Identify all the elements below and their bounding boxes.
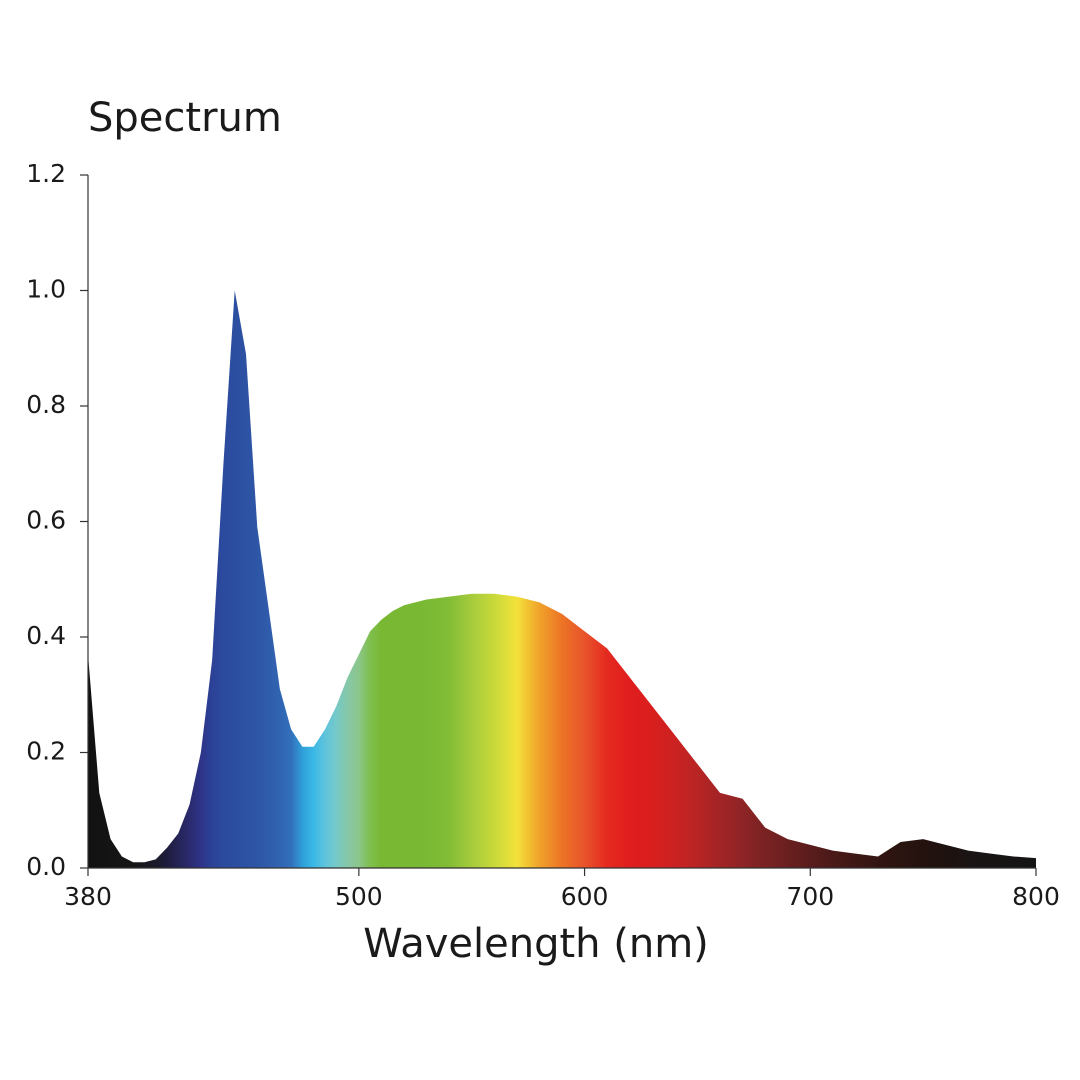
y-tick-label: 1.2 (26, 159, 66, 188)
x-tick-label: 800 (1012, 882, 1060, 911)
x-tick-label: 380 (64, 882, 112, 911)
y-tick-label: 0.0 (26, 852, 66, 881)
chart-title: Spectrum (88, 95, 282, 141)
y-tick-label: 0.2 (26, 737, 66, 766)
spectrum-area (88, 290, 1036, 868)
y-tick-label: 1.0 (26, 275, 66, 304)
y-tick-label: 0.8 (26, 390, 66, 419)
x-tick-label: 600 (561, 882, 609, 911)
x-axis-label: Wavelength (nm) (363, 921, 709, 967)
y-tick-label: 0.6 (26, 506, 66, 535)
x-tick-label: 500 (335, 882, 383, 911)
y-tick-label: 0.4 (26, 621, 66, 650)
x-tick-label: 700 (786, 882, 834, 911)
